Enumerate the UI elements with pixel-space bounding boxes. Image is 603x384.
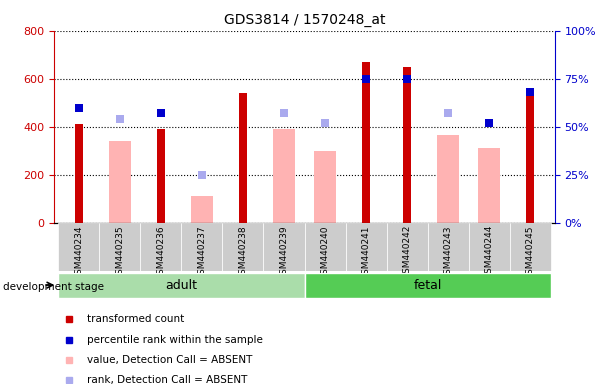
Text: GSM440236: GSM440236 [156, 225, 165, 280]
Bar [362, 62, 370, 223]
Bar [99, 223, 140, 271]
Bar [223, 223, 264, 271]
Bar [346, 223, 387, 271]
Text: GSM440243: GSM440243 [444, 225, 453, 280]
Bar [510, 223, 551, 271]
Bar [437, 135, 459, 223]
Bar [314, 151, 336, 223]
Bar [157, 129, 165, 223]
Text: fetal: fetal [414, 279, 442, 291]
Bar [469, 223, 510, 271]
Text: GSM440235: GSM440235 [115, 225, 124, 280]
Text: rank, Detection Call = ABSENT: rank, Detection Call = ABSENT [87, 375, 247, 384]
Bar [305, 223, 346, 271]
Text: GSM440242: GSM440242 [403, 225, 412, 280]
Bar [75, 124, 83, 223]
Text: GSM440244: GSM440244 [485, 225, 494, 280]
Bar [191, 196, 213, 223]
Bar [428, 223, 469, 271]
Text: adult: adult [165, 279, 197, 291]
Bar [239, 93, 247, 223]
Text: GSM440245: GSM440245 [526, 225, 535, 280]
Bar [109, 141, 131, 223]
Bar [273, 129, 295, 223]
Text: GSM440237: GSM440237 [197, 225, 206, 280]
Bar [478, 148, 500, 223]
Bar [140, 223, 182, 271]
Bar [264, 223, 305, 271]
Text: percentile rank within the sample: percentile rank within the sample [87, 334, 263, 345]
Text: GSM440234: GSM440234 [74, 225, 83, 280]
Text: GSM440241: GSM440241 [362, 225, 371, 280]
Text: GSM440238: GSM440238 [238, 225, 247, 280]
Bar [403, 67, 411, 223]
Text: development stage: development stage [3, 282, 104, 292]
Bar [58, 223, 99, 271]
Title: GDS3814 / 1570248_at: GDS3814 / 1570248_at [224, 13, 385, 27]
Text: transformed count: transformed count [87, 314, 184, 324]
Text: GSM440239: GSM440239 [280, 225, 288, 280]
Text: value, Detection Call = ABSENT: value, Detection Call = ABSENT [87, 355, 252, 365]
Bar [305, 273, 551, 298]
Bar [58, 273, 305, 298]
Bar [182, 223, 223, 271]
Text: GSM440240: GSM440240 [321, 225, 329, 280]
Bar [387, 223, 428, 271]
Bar [526, 91, 534, 223]
